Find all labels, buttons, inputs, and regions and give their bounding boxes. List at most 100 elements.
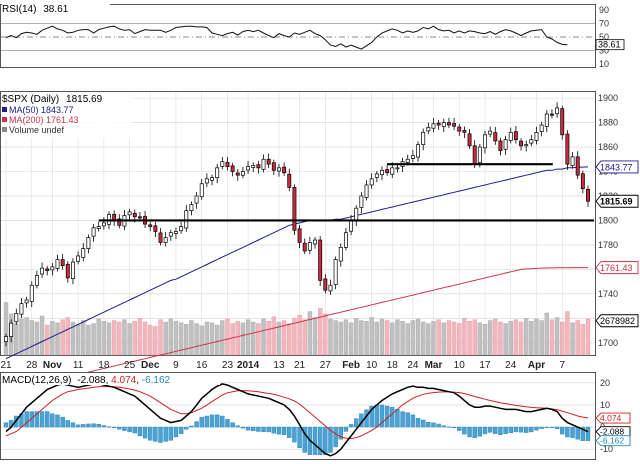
price-tag-box <box>595 261 639 275</box>
macd-histogram-bar <box>390 406 395 428</box>
candle-body <box>550 113 554 116</box>
candle-body <box>462 130 467 133</box>
rsi-axis: 90 70 50 30 10 <box>599 5 609 69</box>
volume-bar <box>534 318 539 356</box>
macd-histogram-bar <box>106 426 112 428</box>
volume-bar <box>65 317 71 356</box>
macd-histogram-bar <box>482 426 488 435</box>
volume-bar <box>178 322 184 356</box>
rsi-tag-text: 38.61 <box>598 40 621 50</box>
macd-histogram-bar <box>3 422 9 428</box>
macd-histogram-bar <box>379 404 385 428</box>
volume-bar <box>184 324 189 356</box>
macd-histogram-bar <box>374 404 380 428</box>
macd-histogram-bar <box>204 415 210 428</box>
macd-histogram-bar <box>426 421 431 428</box>
volume-bar <box>379 318 385 356</box>
volume-bar <box>302 319 307 356</box>
macd-histogram-bar <box>75 424 81 428</box>
macd-tag-label: -6.162 <box>600 436 624 446</box>
macd-histogram-bar <box>189 425 194 428</box>
volume-legend-label: Volume undef <box>9 125 65 135</box>
candle-body <box>230 165 235 172</box>
candle-body <box>174 231 178 234</box>
candle-body <box>9 322 14 338</box>
candle-body <box>359 195 364 208</box>
macd-legend-sep-2: , <box>136 375 142 386</box>
volume-bar <box>24 317 29 356</box>
ma50-legend-label: MA(50) 1843.77 <box>9 105 74 115</box>
macd-histogram-bar <box>148 426 153 441</box>
volume-bar <box>111 320 117 356</box>
x-tick-label: 23 <box>222 360 234 371</box>
volume-bar <box>426 323 431 356</box>
candle-body <box>431 123 436 129</box>
volume-bar <box>266 321 271 356</box>
macd-tag-box <box>595 426 631 438</box>
candle-body <box>405 158 410 163</box>
support-lines <box>98 163 594 222</box>
candle-body <box>421 132 426 145</box>
candle-body <box>287 173 292 188</box>
x-tick-label: 28 <box>26 360 38 371</box>
price-tick-label: 1880 <box>598 118 618 128</box>
x-tick-label: 10 <box>454 360 466 371</box>
macd-histogram-bar <box>451 426 457 428</box>
macd-histogram-bar <box>441 425 446 428</box>
macd-histogram-bar <box>395 409 400 428</box>
macd-histogram-bar <box>333 426 338 448</box>
candle-body <box>261 158 266 170</box>
macd-histogram-bar <box>163 426 168 442</box>
macd-tag-label: 4.074 <box>600 413 622 423</box>
x-tick-label: 13 <box>273 360 285 371</box>
macd-histogram-bar <box>560 426 565 435</box>
candle-body <box>158 232 163 243</box>
volume-bar <box>153 326 158 356</box>
volume-bar <box>467 321 472 356</box>
candle-body <box>534 132 539 141</box>
volume-bar <box>523 318 529 356</box>
candle-body <box>416 144 420 158</box>
volume-bar <box>508 321 513 356</box>
macd-histogram-bar <box>158 426 163 443</box>
ma200-legend-swatch <box>2 117 7 122</box>
volume-bar <box>214 324 220 356</box>
volume-bar <box>462 318 467 356</box>
price-tick-label: 1900 <box>598 93 618 103</box>
macd-histogram-bar <box>529 426 534 433</box>
x-tick-label: Mar <box>425 360 443 371</box>
candle-body <box>60 259 65 267</box>
volume-bar <box>457 323 462 356</box>
macd-histogram-bar <box>585 426 591 441</box>
price-tick-label: 1740 <box>598 289 618 299</box>
volume-bar <box>333 320 338 356</box>
macd-tag-label: -2.088 <box>600 427 624 437</box>
candle-body <box>153 225 158 232</box>
x-tick-label: 10 <box>366 360 378 371</box>
macd-legend-macd: -2.088 <box>77 375 106 386</box>
x-tick-label: 17 <box>479 360 491 371</box>
candle-body <box>24 299 29 304</box>
candle-body <box>575 156 580 176</box>
candle-body <box>524 144 529 147</box>
volume-bar <box>539 320 544 356</box>
candle-body <box>107 213 111 225</box>
volume-bar <box>276 321 282 356</box>
x-tick-label: 16 <box>196 360 208 371</box>
volume-bar <box>477 322 483 356</box>
macd-histogram-bar <box>467 426 472 438</box>
volume-bar <box>312 317 318 356</box>
candle-body <box>560 108 565 136</box>
macd-histogram-bar <box>251 426 256 432</box>
macd-histogram <box>3 404 591 455</box>
volume-bar <box>204 321 210 356</box>
macd-histogram-bar <box>96 423 101 428</box>
macd-histogram-bar <box>539 426 544 429</box>
volume-bar <box>225 318 230 356</box>
candle-body <box>519 140 523 147</box>
macd-histogram-bar <box>338 426 343 440</box>
macd-histogram-bar <box>457 426 462 431</box>
volume-bar <box>60 319 65 356</box>
candle-body <box>266 158 271 165</box>
volume-bar <box>575 320 580 356</box>
